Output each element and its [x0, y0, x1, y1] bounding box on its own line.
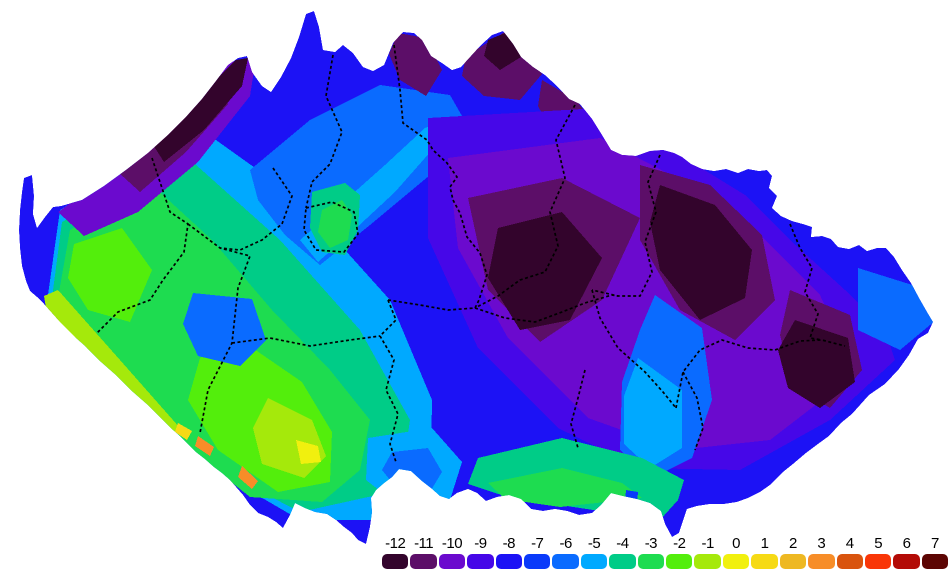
- legend-color-swatch: [524, 554, 551, 569]
- temp-zone--3: [488, 468, 642, 507]
- legend-color-swatch: [808, 554, 835, 569]
- legend-item: 5: [864, 535, 892, 569]
- legend-value-label: -9: [474, 535, 487, 552]
- legend-color-swatch: [779, 554, 807, 569]
- legend-value-label: 6: [902, 535, 911, 552]
- region-boundary-line: [378, 299, 399, 463]
- region-boundary-line: [570, 369, 586, 449]
- legend-item: -11: [410, 535, 437, 569]
- legend-item: -2: [666, 535, 693, 569]
- temp-zone-1: [175, 423, 192, 440]
- legend-value-label: -12: [385, 535, 406, 552]
- legend-color-swatch: [552, 554, 579, 569]
- legend-color-swatch: [694, 554, 721, 569]
- temp-zone--5: [624, 358, 682, 468]
- region-boundary-line: [305, 54, 343, 209]
- temp-zone--12: [488, 212, 602, 330]
- legend-value-label: -11: [414, 535, 434, 552]
- temp-zone-0: [296, 440, 321, 464]
- temp-zone-3: [195, 436, 214, 456]
- legend-item: -1: [694, 535, 721, 569]
- temperature-field: [19, 11, 933, 544]
- temp-zone--7: [625, 490, 638, 504]
- legend-item: 0: [722, 535, 750, 569]
- region-boundary-line: [187, 223, 252, 434]
- legend-color-swatch: [382, 554, 409, 569]
- legend-value-label: -5: [587, 535, 601, 552]
- legend-item: -4: [609, 535, 636, 569]
- legend-color-swatch: [836, 554, 863, 569]
- temp-zone-3: [238, 466, 258, 489]
- legend-color-swatch: [609, 554, 636, 569]
- region-boundary-line: [675, 339, 846, 409]
- temp-zone--1: [44, 290, 180, 438]
- region-boundary-line: [591, 154, 661, 297]
- legend-item: -3: [637, 535, 665, 569]
- temp-zone--3: [318, 200, 352, 248]
- legend-value-label: -2: [673, 535, 686, 552]
- temp-zone--12: [650, 185, 752, 320]
- region-boundary-line: [591, 289, 677, 409]
- legend-color-swatch: [722, 554, 750, 569]
- legend-value-label: -8: [502, 535, 516, 552]
- legend-color-swatch: [666, 554, 693, 569]
- legend-item: 6: [893, 535, 920, 569]
- temp-zone--6: [250, 85, 470, 265]
- temp-zone--2: [68, 228, 152, 322]
- legend-item: -12: [382, 535, 409, 569]
- legend-item: 7: [921, 535, 949, 569]
- legend-color-swatch: [438, 554, 466, 569]
- legend-color-swatch: [637, 554, 665, 569]
- region-boundary-line: [474, 104, 576, 309]
- legend-value-label: 7: [931, 535, 939, 552]
- legend-color-swatch: [580, 554, 608, 569]
- region-boundary-line: [219, 167, 293, 251]
- legend-item: -6: [552, 535, 579, 569]
- temp-zone-3: [383, 518, 396, 531]
- region-boundary-line: [231, 335, 381, 347]
- legend-value-label: 2: [788, 535, 797, 552]
- legend-item: -8: [495, 535, 523, 569]
- temp-zone--6: [183, 293, 266, 366]
- legend-value-label: 0: [732, 535, 740, 552]
- legend-color-swatch: [893, 554, 920, 569]
- legend-color-swatch: [495, 554, 523, 569]
- region-boundary-line: [95, 157, 189, 335]
- legend-item: -9: [467, 535, 494, 569]
- legend-item: -7: [524, 535, 551, 569]
- region-boundary-line: [387, 299, 476, 311]
- legend-value-label: 4: [845, 535, 854, 552]
- legend-value-label: 3: [817, 535, 826, 552]
- legend-color-swatch: [751, 554, 778, 569]
- legend-item: 4: [836, 535, 863, 569]
- legend-color-swatch: [864, 554, 892, 569]
- legend-color-swatch: [921, 554, 949, 569]
- legend-value-label: -1: [701, 535, 715, 552]
- legend-value-label: -6: [559, 535, 572, 552]
- region-boundary-line: [303, 201, 359, 253]
- legend-value-label: 5: [874, 535, 883, 552]
- legend-item: 1: [751, 535, 778, 569]
- temp-zone--12: [150, 58, 248, 162]
- legend-value-label: -10: [441, 535, 463, 552]
- region-boundary-line: [393, 44, 488, 309]
- legend-value-label: -4: [616, 535, 629, 552]
- legend-color-swatch: [410, 554, 437, 569]
- region-boundary-line: [682, 371, 704, 451]
- region-boundaries: [95, 44, 846, 463]
- region-boundary-line: [789, 223, 823, 341]
- legend-item: -5: [580, 535, 608, 569]
- legend-item: -10: [438, 535, 466, 569]
- legend-value-label: 1: [760, 535, 769, 552]
- legend-item: 3: [808, 535, 835, 569]
- legend-color-swatch: [467, 554, 494, 569]
- legend-value-label: -3: [644, 535, 658, 552]
- legend-item: 2: [779, 535, 807, 569]
- legend-value-label: -7: [531, 535, 544, 552]
- temperature-legend: -12 -11 -10 -9 -8 -7 -6 -5 -4 -3 -2 -1 0 1 2 3 4 5 6 7: [382, 535, 949, 569]
